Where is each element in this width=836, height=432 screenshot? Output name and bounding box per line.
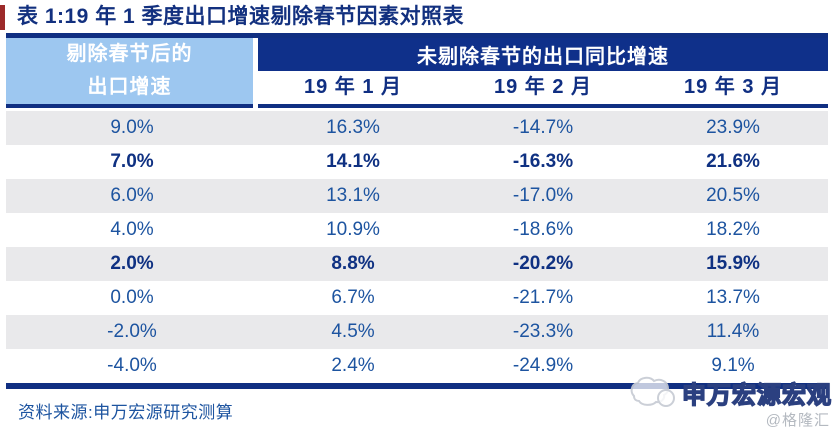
header-adjusted-line1: 剔除春节后的 [66,43,193,65]
table-cell: 6.0% [110,185,154,206]
table-cell: 4.5% [331,321,375,342]
table-cell: 9.1% [711,355,755,376]
table-cell: 4.0% [110,219,154,240]
table-cell: 0.0% [110,287,154,308]
table-cell: 23.9% [706,117,760,138]
table-cell: 7.0% [110,151,154,172]
table-cell: 10.9% [326,219,380,240]
table-cell: 18.2% [706,219,760,240]
table-row: 9.0% 16.3% -14.7% 23.9% [6,111,828,145]
watermark-handle: @格隆汇 [765,412,830,429]
source-note: 资料来源:申万宏源研究测算 [18,403,234,422]
table-cell: 6.7% [331,287,375,308]
table-cell: 8.8% [331,253,375,274]
title-accent-bar [0,4,5,30]
header-unadjusted-group: 未剔除春节的出口同比增速 19 年 1 月 19 年 2 月 19 年 3 月 [258,38,828,108]
table-cell: 13.7% [706,287,760,308]
sws-elephant-logo-icon [630,376,675,407]
table-cell: -4.0% [107,355,157,376]
table-cell: -2.0% [107,321,157,342]
watermark-brand: 申万宏源宏观 [681,381,832,409]
header-adjusted-column: 剔除春节后的 出口增速 [6,38,253,108]
table-cell: 16.3% [326,117,380,138]
table-cell: 14.1% [326,151,380,172]
header-month-mar: 19 年 3 月 [683,76,783,98]
table-cell: -14.7% [512,117,574,138]
title-row: 表 1:19 年 1 季度出口增速剔除春节因素对照表 [0,3,464,31]
table-cell: 13.1% [326,185,380,206]
table-cell: -20.2% [512,253,574,274]
table-cell: -23.3% [512,321,574,342]
table-cell: -24.9% [512,355,574,376]
table-cell: 15.9% [706,253,760,274]
table-row: 0.0% 6.7% -21.7% 13.7% [6,281,828,315]
table-header: 剔除春节后的 出口增速 未剔除春节的出口同比增速 19 年 1 月 19 年 2… [6,38,828,108]
table-top-border [6,33,828,38]
table-row: 7.0% 14.1% -16.3% 21.6% [6,145,828,179]
table-cell: 20.5% [706,185,760,206]
header-month-row: 19 年 1 月 19 年 2 月 19 年 3 月 [258,71,828,104]
table-row: -2.0% 4.5% -23.3% 11.4% [6,315,828,349]
table-row: 4.0% 10.9% -18.6% 18.2% [6,213,828,247]
table-row: 6.0% 13.1% -17.0% 20.5% [6,179,828,213]
watermark: 申万宏源宏观 @格隆汇 [628,372,832,429]
table-cell: 9.0% [110,117,154,138]
table-cell: -18.6% [512,219,574,240]
table-cell: 11.4% [706,321,760,342]
page-title: 表 1:19 年 1 季度出口增速剔除春节因素对照表 [17,5,465,28]
table-cell: -17.0% [512,185,574,206]
table-body: 9.0% 16.3% -14.7% 23.9% 7.0% 14.1% -16.3% 21.6%… [6,111,828,383]
table-cell: 2.4% [331,355,375,376]
table-bottom-border [6,383,828,389]
table-cell: -16.3% [512,151,574,172]
table-cell: 2.0% [110,253,154,274]
table-row: 2.0% 8.8% -20.2% 15.9% [6,247,828,281]
table-cell: -21.7% [512,287,574,308]
header-month-feb: 19 年 2 月 [493,76,593,98]
table-row: -4.0% 2.4% -24.9% 9.1% [6,349,828,383]
header-group-title: 未剔除春节的出口同比增速 [258,38,828,71]
table-cell: 21.6% [706,151,760,172]
header-adjusted-line2: 出口增速 [87,76,172,98]
export-growth-table: 剔除春节后的 出口增速 未剔除春节的出口同比增速 19 年 1 月 19 年 2… [6,33,828,389]
header-month-jan: 19 年 1 月 [303,76,403,98]
